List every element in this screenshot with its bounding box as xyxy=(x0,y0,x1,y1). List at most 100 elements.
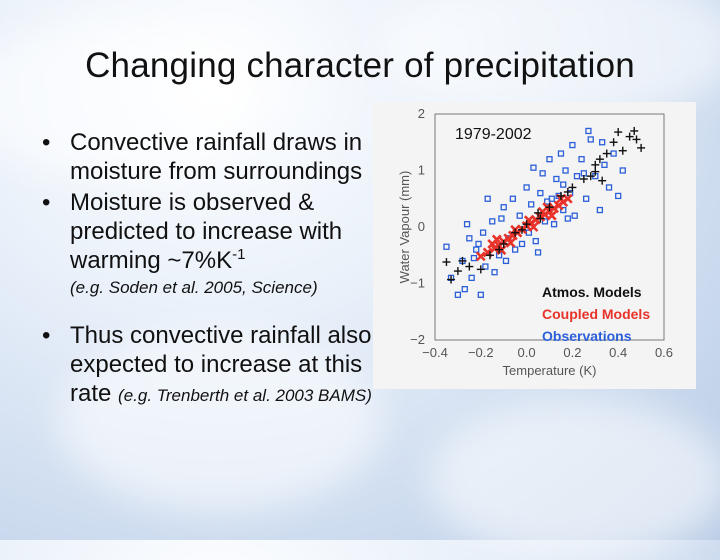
atmos-model-point xyxy=(545,203,554,212)
bullet-symbol: • xyxy=(42,189,51,216)
observation-point xyxy=(470,254,478,262)
atmos-model-point xyxy=(511,228,520,237)
atmos-model-point xyxy=(556,191,565,200)
atmos-model-point xyxy=(522,220,531,229)
bullet-superscript: -1 xyxy=(232,246,246,263)
coupled-model-point xyxy=(505,237,516,248)
observation-point xyxy=(582,195,590,202)
observation-point xyxy=(477,291,484,298)
observation-point xyxy=(571,212,578,219)
observation-point xyxy=(516,212,523,219)
observation-point xyxy=(587,136,594,143)
y-axis-label: Water Vapour (mm) xyxy=(397,171,412,284)
atmos-model-point xyxy=(518,225,527,234)
y-tick-label: −1 xyxy=(410,276,425,291)
observation-point xyxy=(482,263,489,270)
atmos-model-point xyxy=(563,187,572,196)
observation-point xyxy=(544,198,551,205)
observation-point xyxy=(530,164,537,171)
coupled-model-point xyxy=(528,222,539,232)
atmos-model-point xyxy=(632,135,641,144)
bullet-item: • Thus convective rainfall also expected… xyxy=(40,321,380,408)
atmos-model-point xyxy=(602,149,611,158)
atmos-model-point xyxy=(499,239,508,248)
slide-background xyxy=(0,0,720,540)
observation-point xyxy=(562,167,569,174)
plot-frame xyxy=(434,113,665,341)
observation-point xyxy=(553,175,560,183)
atmos-model-point xyxy=(586,172,595,181)
observation-point xyxy=(557,150,565,157)
bullet-citation: (e.g. Soden et al. 2005, Science) xyxy=(70,278,318,297)
atmos-model-point xyxy=(595,155,604,164)
x-tick-label: 0.4 xyxy=(609,345,627,360)
bullet-text: Moisture is observed & predicted to incr… xyxy=(70,189,343,274)
observation-point xyxy=(573,173,581,180)
observation-point xyxy=(443,243,450,250)
atmos-model-point xyxy=(591,167,600,176)
observation-point xyxy=(539,170,546,177)
atmos-model-point xyxy=(465,262,474,271)
bullet-list: • Convective rainfall draws in moisture … xyxy=(40,128,380,408)
observation-point xyxy=(601,161,608,168)
atmos-model-point xyxy=(458,256,467,265)
bullet-text: Convective rainfall draws in moisture fr… xyxy=(70,129,363,185)
observation-point xyxy=(578,156,585,163)
bullet-symbol: • xyxy=(42,129,51,156)
atmos-model-point xyxy=(618,146,627,155)
slide-title: Changing character of precipitation xyxy=(85,46,635,85)
y-tick-label: 1 xyxy=(418,163,425,178)
bullet-symbol: • xyxy=(42,322,51,349)
coupled-model-point xyxy=(546,210,557,221)
y-tick-label: 0 xyxy=(418,219,425,234)
observation-point xyxy=(596,206,604,214)
atmos-model-point xyxy=(614,128,623,137)
observation-point xyxy=(498,215,505,222)
bullet-citation: (e.g. Trenberth et al. 2003 BAMS) xyxy=(118,386,372,405)
observation-point xyxy=(564,215,571,222)
x-tick-label: 0.0 xyxy=(518,345,536,360)
observation-point xyxy=(502,257,510,265)
observation-point xyxy=(546,156,553,163)
observation-point xyxy=(550,221,558,228)
observation-point xyxy=(605,184,613,191)
atmos-model-point xyxy=(476,265,485,274)
tick-labels: −0.4 −0.2 0.0 0.2 0.4 0.6 2 1 0 −1 −2 xyxy=(410,106,673,360)
observation-point xyxy=(534,249,542,256)
atmos-model-point xyxy=(447,275,456,284)
x-tick-label: 0.6 xyxy=(655,345,673,360)
atmos-model-point xyxy=(495,245,504,254)
observation-point xyxy=(461,285,468,293)
x-tick-label: −0.2 xyxy=(468,345,494,360)
atmos-model-point xyxy=(637,143,646,152)
bullet-text: Thus convective rainfall also expected t… xyxy=(70,322,372,407)
observation-point xyxy=(518,240,526,248)
atmos-model-point xyxy=(536,214,545,223)
observation-point xyxy=(473,246,480,253)
coupled-model-point xyxy=(475,251,486,262)
observation-point xyxy=(537,189,544,197)
legend-entry: Coupled Models xyxy=(542,306,650,322)
observation-point xyxy=(509,195,517,202)
observation-point xyxy=(532,237,539,245)
y-tick-label: −2 xyxy=(410,332,425,347)
observation-point xyxy=(500,204,507,211)
observation-point xyxy=(560,181,567,188)
x-axis-label: Temperature (K) xyxy=(503,363,597,378)
observation-point xyxy=(528,201,535,208)
coupled-model-point xyxy=(491,234,502,245)
atmos-model-point xyxy=(625,132,634,141)
data-points xyxy=(442,126,646,298)
atmos-model-point xyxy=(579,174,588,183)
legend-entry: Observations xyxy=(542,328,632,344)
atmos-model-point xyxy=(534,208,543,217)
observation-point xyxy=(466,235,473,242)
observation-point xyxy=(491,269,498,276)
atmos-model-point xyxy=(568,183,577,192)
chart-canvas: −0.4 −0.2 0.0 0.2 0.4 0.6 2 1 0 −1 −2 Temperature … xyxy=(397,106,673,378)
observation-point xyxy=(569,141,576,149)
y-tick-label: 2 xyxy=(418,106,425,121)
observation-point xyxy=(619,167,626,174)
observation-point xyxy=(511,246,519,253)
observation-point xyxy=(615,192,622,200)
